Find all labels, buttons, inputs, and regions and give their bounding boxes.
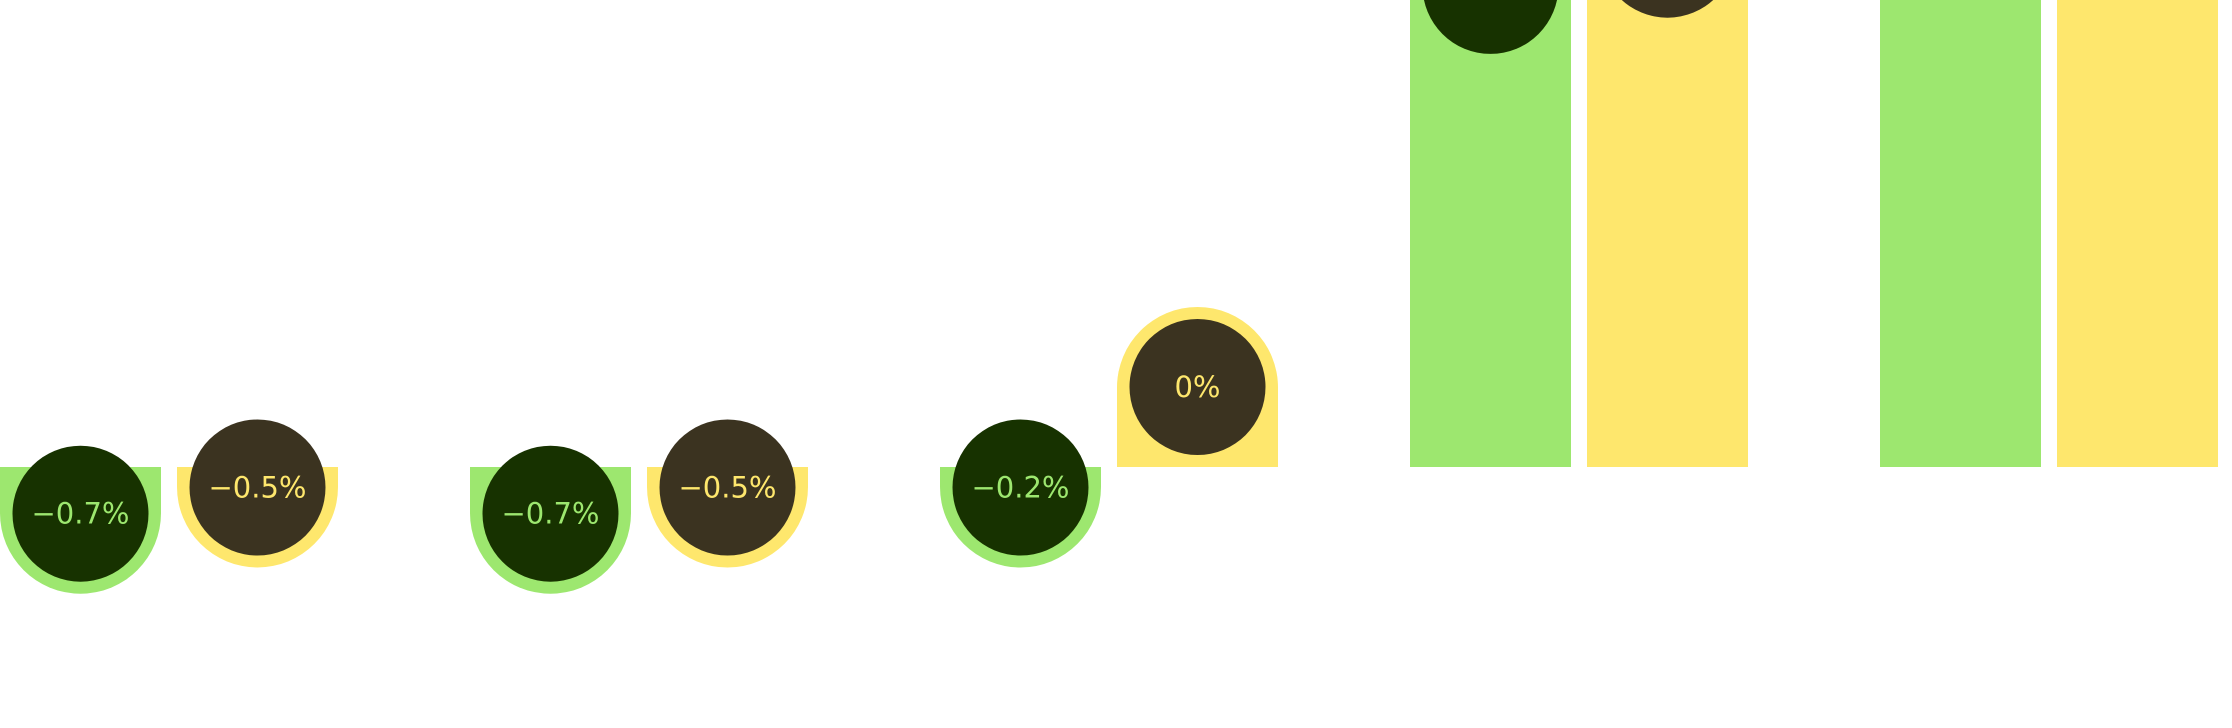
value-badge-series2-cat1 bbox=[189, 419, 326, 556]
data-label-series2-cat1: −0.5% bbox=[209, 471, 307, 505]
data-label-series1-cat4: 3.1% bbox=[1454, 0, 1528, 3]
bar-series2-cat4 bbox=[1587, 0, 1748, 467]
value-badge-series2-cat3 bbox=[1129, 319, 1266, 455]
bar-series1-cat4 bbox=[1410, 0, 1571, 467]
value-badge-series1-cat4 bbox=[1423, 0, 1558, 54]
value-badge-series2-cat4 bbox=[1621, 0, 1714, 18]
value-badge-series1-cat1 bbox=[12, 445, 149, 582]
value-badge-series2-cat2 bbox=[659, 419, 796, 556]
value-badge-series1-cat3 bbox=[952, 419, 1089, 556]
data-label-series1-cat3: −0.2% bbox=[972, 471, 1070, 505]
bar-series2-cat5 bbox=[2057, 0, 2218, 467]
bar-series1-cat5 bbox=[1880, 0, 2041, 467]
data-label-series2-cat2: −0.5% bbox=[679, 471, 777, 505]
data-label-series1-cat2: −0.7% bbox=[502, 497, 600, 531]
value-badge-series1-cat2 bbox=[482, 445, 619, 582]
data-label-series2-cat3: 0% bbox=[1174, 370, 1220, 404]
data-label-series1-cat1: −0.7% bbox=[32, 497, 130, 531]
